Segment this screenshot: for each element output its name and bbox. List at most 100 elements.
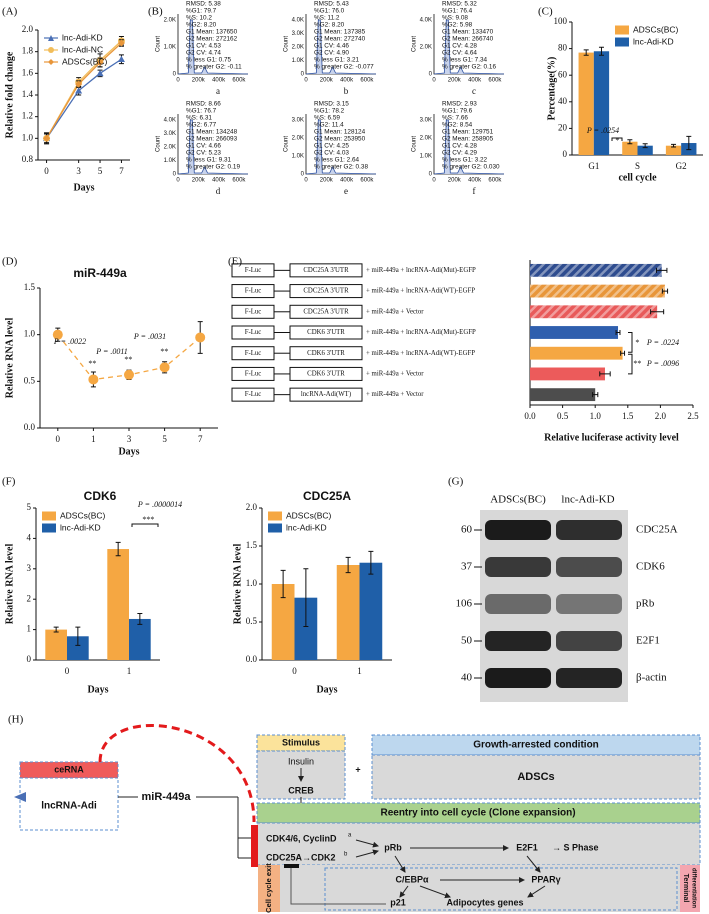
stat: %S: 7.66 [442, 115, 468, 122]
y-tick-label: 1.5 [24, 282, 36, 292]
y-tick-label: 3.0K [292, 31, 304, 37]
exit: Cell cycle exit [264, 863, 273, 913]
point [43, 134, 51, 142]
annotation: ** [160, 347, 168, 356]
stat: % greater G2: 0.19 [186, 164, 240, 171]
lnc: lncRNA-Adi [41, 801, 97, 812]
y-tick-label: 1 [27, 624, 32, 634]
legend-label: ADSCs(BC) [60, 510, 106, 520]
x-tick-label: 600k [488, 178, 502, 184]
x-tick-label: S [635, 161, 640, 171]
stat: % greater G2: 0.16 [442, 64, 496, 71]
stat: G2 Mean: 266093 [186, 136, 238, 143]
x-tick-label: 3 [76, 166, 81, 176]
x-tick-label: 0.0 [524, 411, 536, 421]
construct-box [289, 304, 363, 319]
y-tick-label: 3.0K [292, 118, 304, 124]
y-tick-label: 1.0K [164, 45, 176, 51]
sub-label: c [472, 86, 476, 96]
marker-weight: 60 [461, 524, 473, 536]
stat: G2 CV: 4.03 [314, 150, 349, 157]
stat: %G2: 6.77 [186, 122, 217, 129]
annotation: P = .0000014 [137, 500, 182, 509]
annotation: ** [124, 355, 132, 364]
bar [107, 549, 129, 660]
stat: % less G1: 3.21 [314, 57, 360, 64]
annotation: P = .0096 [646, 359, 679, 368]
annotation: P = .0254 [586, 126, 619, 135]
y-tick-label: 1.5 [246, 540, 258, 550]
y-tick-label: 1.0K [292, 154, 304, 160]
y-tick-label: 0 [173, 172, 177, 178]
point [117, 55, 125, 63]
bar [530, 367, 605, 381]
band [556, 557, 622, 577]
point [96, 69, 104, 77]
y-axis-title: Count [284, 36, 290, 52]
sub-label: e [344, 186, 348, 196]
annotation: P = .0224 [646, 338, 679, 347]
x-tick-label: 0 [176, 178, 180, 184]
y-axis-title: Count [156, 36, 162, 52]
sub-label: a [216, 86, 220, 96]
x-tick-label: G1 [588, 161, 599, 171]
insulin: Insulin [288, 756, 314, 766]
y-axis-title: Relative RNA level [232, 544, 243, 625]
legend-swatch [42, 523, 56, 533]
y-axis-title: Percentage(%) [546, 57, 557, 121]
error-bar [345, 556, 351, 574]
y-tick-label: 0 [301, 172, 305, 178]
x-tick-label: 0 [292, 666, 297, 676]
y-tick-label: 1.0K [164, 158, 176, 164]
band [485, 631, 551, 651]
stat: G1 Mean: 129751 [442, 129, 494, 136]
legend-marker [48, 59, 54, 65]
arrow [355, 849, 379, 858]
y-tick-label: 1.2 [22, 111, 33, 121]
error-bar [620, 350, 626, 356]
x-tick-label: 200k [448, 178, 462, 184]
cdc25a: CDC25A→CDK2 [266, 852, 336, 862]
annotation: * [615, 136, 619, 145]
legend-swatch [615, 37, 629, 47]
histogram [433, 119, 505, 175]
y-tick-label: 0 [563, 149, 568, 159]
point [88, 374, 99, 385]
x-tick-label: 7 [119, 166, 124, 176]
stat: G1 Mean: 133470 [442, 29, 494, 36]
chart-title: miR-449a [73, 266, 127, 280]
terminal: differentiation [690, 868, 696, 908]
x-axis-title: cell cycle [618, 172, 657, 183]
panel-label: (D) [2, 256, 18, 268]
y-tick-label: 2.0K [292, 136, 304, 142]
legend-label: lnc-Adi-KD [633, 36, 674, 46]
chart-title: CDC25A [303, 489, 351, 503]
panel-label: (A) [2, 6, 18, 18]
stat: G2 CV: 4.29 [442, 150, 477, 157]
stat: G2 Mean: 253950 [314, 136, 366, 143]
protein: pRb [636, 598, 655, 610]
legend-swatch [615, 25, 629, 35]
y-axis-title: Count [412, 136, 418, 152]
terminal: Terminal [682, 874, 689, 903]
point [52, 329, 63, 340]
x-tick-label: 0 [44, 166, 49, 176]
point [96, 59, 104, 66]
y-tick-label: 0 [173, 72, 177, 78]
panel-label: (B) [148, 6, 163, 18]
reporter: F-Luc [245, 370, 262, 377]
y-axis-title: Count [284, 136, 290, 152]
y-tick-label: 4 [27, 532, 32, 542]
stat: %G1: 76.4 [442, 8, 473, 15]
reporter: F-Luc [245, 308, 262, 315]
error-bar [661, 288, 669, 294]
bracket [628, 353, 633, 375]
legend-swatch [268, 523, 282, 533]
cdk46: CDK4/6, CyclinD [266, 833, 337, 843]
y-axis-title: Relative RNA level [4, 318, 15, 399]
arrow [419, 885, 451, 899]
protein: E2F1 [636, 635, 660, 647]
stat: % less G1: 9.31 [186, 157, 232, 164]
histogram [177, 119, 249, 175]
stat: %G2: 8.20 [186, 22, 217, 29]
